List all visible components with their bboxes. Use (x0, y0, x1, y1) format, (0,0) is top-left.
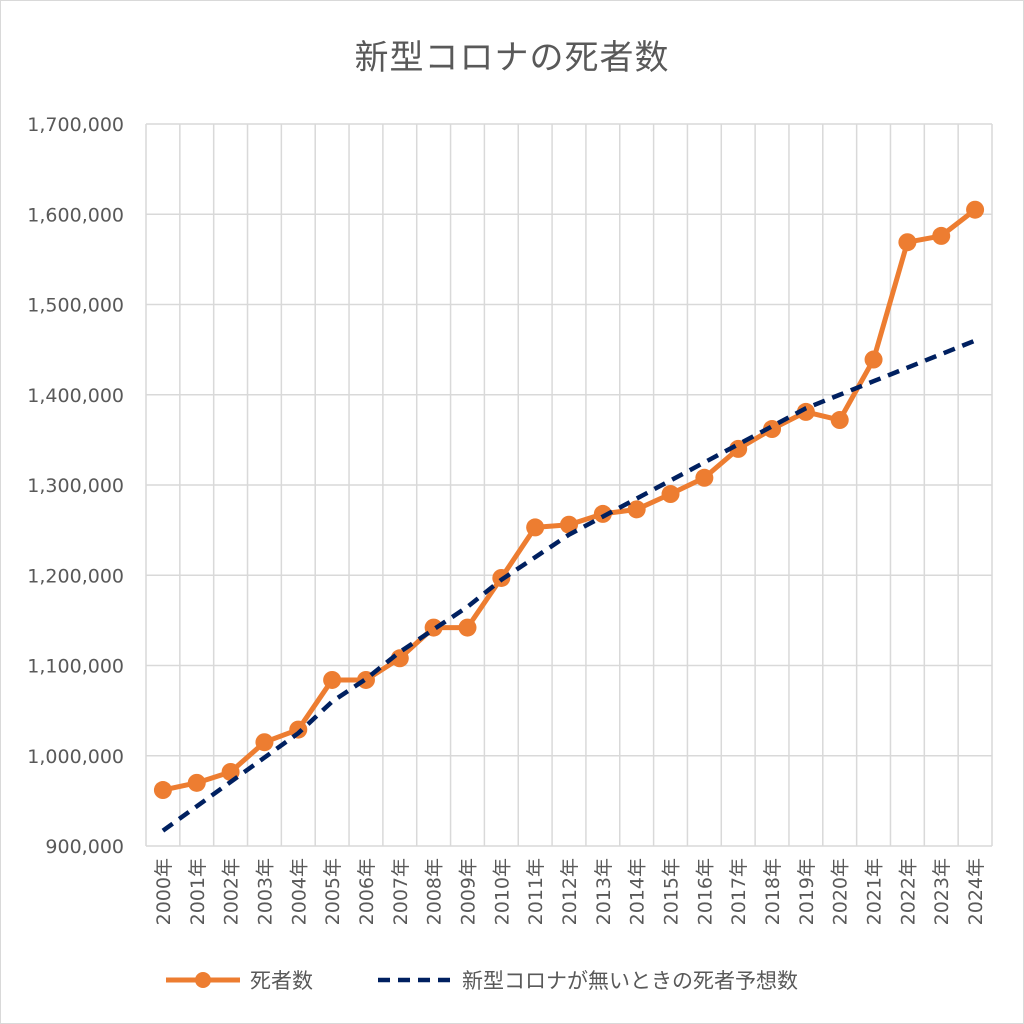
x-tick-label: 2018年 (762, 858, 784, 925)
x-tick-label: 2017年 (728, 858, 750, 925)
legend-marker-deaths (195, 972, 211, 988)
y-tick-label: 1,000,000 (27, 746, 124, 768)
x-tick-label: 2009年 (457, 858, 479, 925)
x-tick-label: 2002年 (221, 858, 243, 925)
x-tick-label: 2004年 (288, 858, 310, 925)
data-point-deaths (458, 618, 477, 637)
data-point-deaths (526, 518, 545, 537)
data-point-deaths (898, 233, 917, 252)
x-tick-label: 2021年 (864, 858, 886, 925)
x-tick-label: 2012年 (559, 858, 581, 925)
x-tick-label: 2001年 (187, 858, 209, 925)
chart-title: 新型コロナの死者数 (354, 38, 670, 78)
y-axis-ticks: 900,000 1,000,000 1,100,000 1,200,000 1,300,… (27, 114, 124, 858)
data-point-deaths (695, 468, 714, 487)
data-point-deaths (763, 420, 782, 439)
x-tick-label: 2020年 (830, 858, 852, 925)
x-tick-label: 2000年 (153, 858, 175, 925)
x-tick-label: 2011年 (525, 858, 547, 925)
x-tick-label: 2019年 (796, 858, 818, 925)
data-point-deaths (796, 402, 815, 421)
data-point-deaths (830, 411, 849, 430)
data-point-deaths (390, 649, 409, 668)
series-layer (153, 200, 985, 833)
series-line-deaths (162, 207, 977, 793)
legend-label-deaths: 死者数 (250, 969, 313, 993)
y-tick-label: 1,100,000 (27, 656, 124, 678)
grid (145, 123, 993, 847)
x-tick-label: 2005年 (322, 858, 344, 925)
x-tick-label: 2008年 (424, 858, 446, 925)
y-tick-label: 1,300,000 (27, 475, 124, 497)
x-tick-label: 2007年 (390, 858, 412, 925)
y-tick-label: 1,700,000 (27, 114, 124, 136)
data-point-deaths (323, 670, 342, 689)
x-tick-label: 2003年 (254, 858, 276, 925)
y-tick-label: 1,400,000 (27, 385, 124, 407)
data-point-deaths (424, 618, 443, 637)
x-tick-label: 2016年 (694, 858, 716, 925)
legend: 死者数 新型コロナが無いときの死者予想数 (166, 969, 798, 993)
data-point-deaths (627, 500, 646, 519)
data-point-deaths (560, 515, 578, 534)
x-tick-label: 2015年 (661, 858, 683, 925)
legend-label-forecast: 新型コロナが無いときの死者予想数 (462, 969, 798, 993)
data-point-deaths (932, 226, 951, 245)
x-tick-label: 2010年 (491, 858, 513, 925)
data-point-deaths (864, 350, 883, 369)
x-tick-label: 2006年 (356, 858, 378, 925)
y-tick-label: 1,200,000 (27, 565, 124, 587)
y-tick-label: 900,000 (45, 836, 124, 858)
x-axis-ticks: 2000年 2001年 2002年 2003年 2004年 2005年 2006年 2007年… (153, 858, 987, 925)
data-point-deaths (187, 773, 206, 792)
series-line-forecast (161, 338, 976, 833)
data-point-deaths (255, 733, 274, 752)
y-tick-label: 1,500,000 (27, 295, 124, 317)
y-tick-label: 1,600,000 (27, 204, 124, 226)
x-tick-label: 2023年 (931, 858, 953, 925)
x-tick-label: 2013年 (593, 858, 615, 925)
x-tick-label: 2014年 (627, 858, 649, 925)
data-point-deaths (966, 200, 985, 219)
x-tick-label: 2022年 (897, 858, 919, 925)
x-tick-label: 2024年 (965, 858, 987, 925)
data-point-deaths (153, 781, 172, 800)
data-point-deaths (593, 504, 612, 523)
data-point-deaths (661, 485, 680, 504)
